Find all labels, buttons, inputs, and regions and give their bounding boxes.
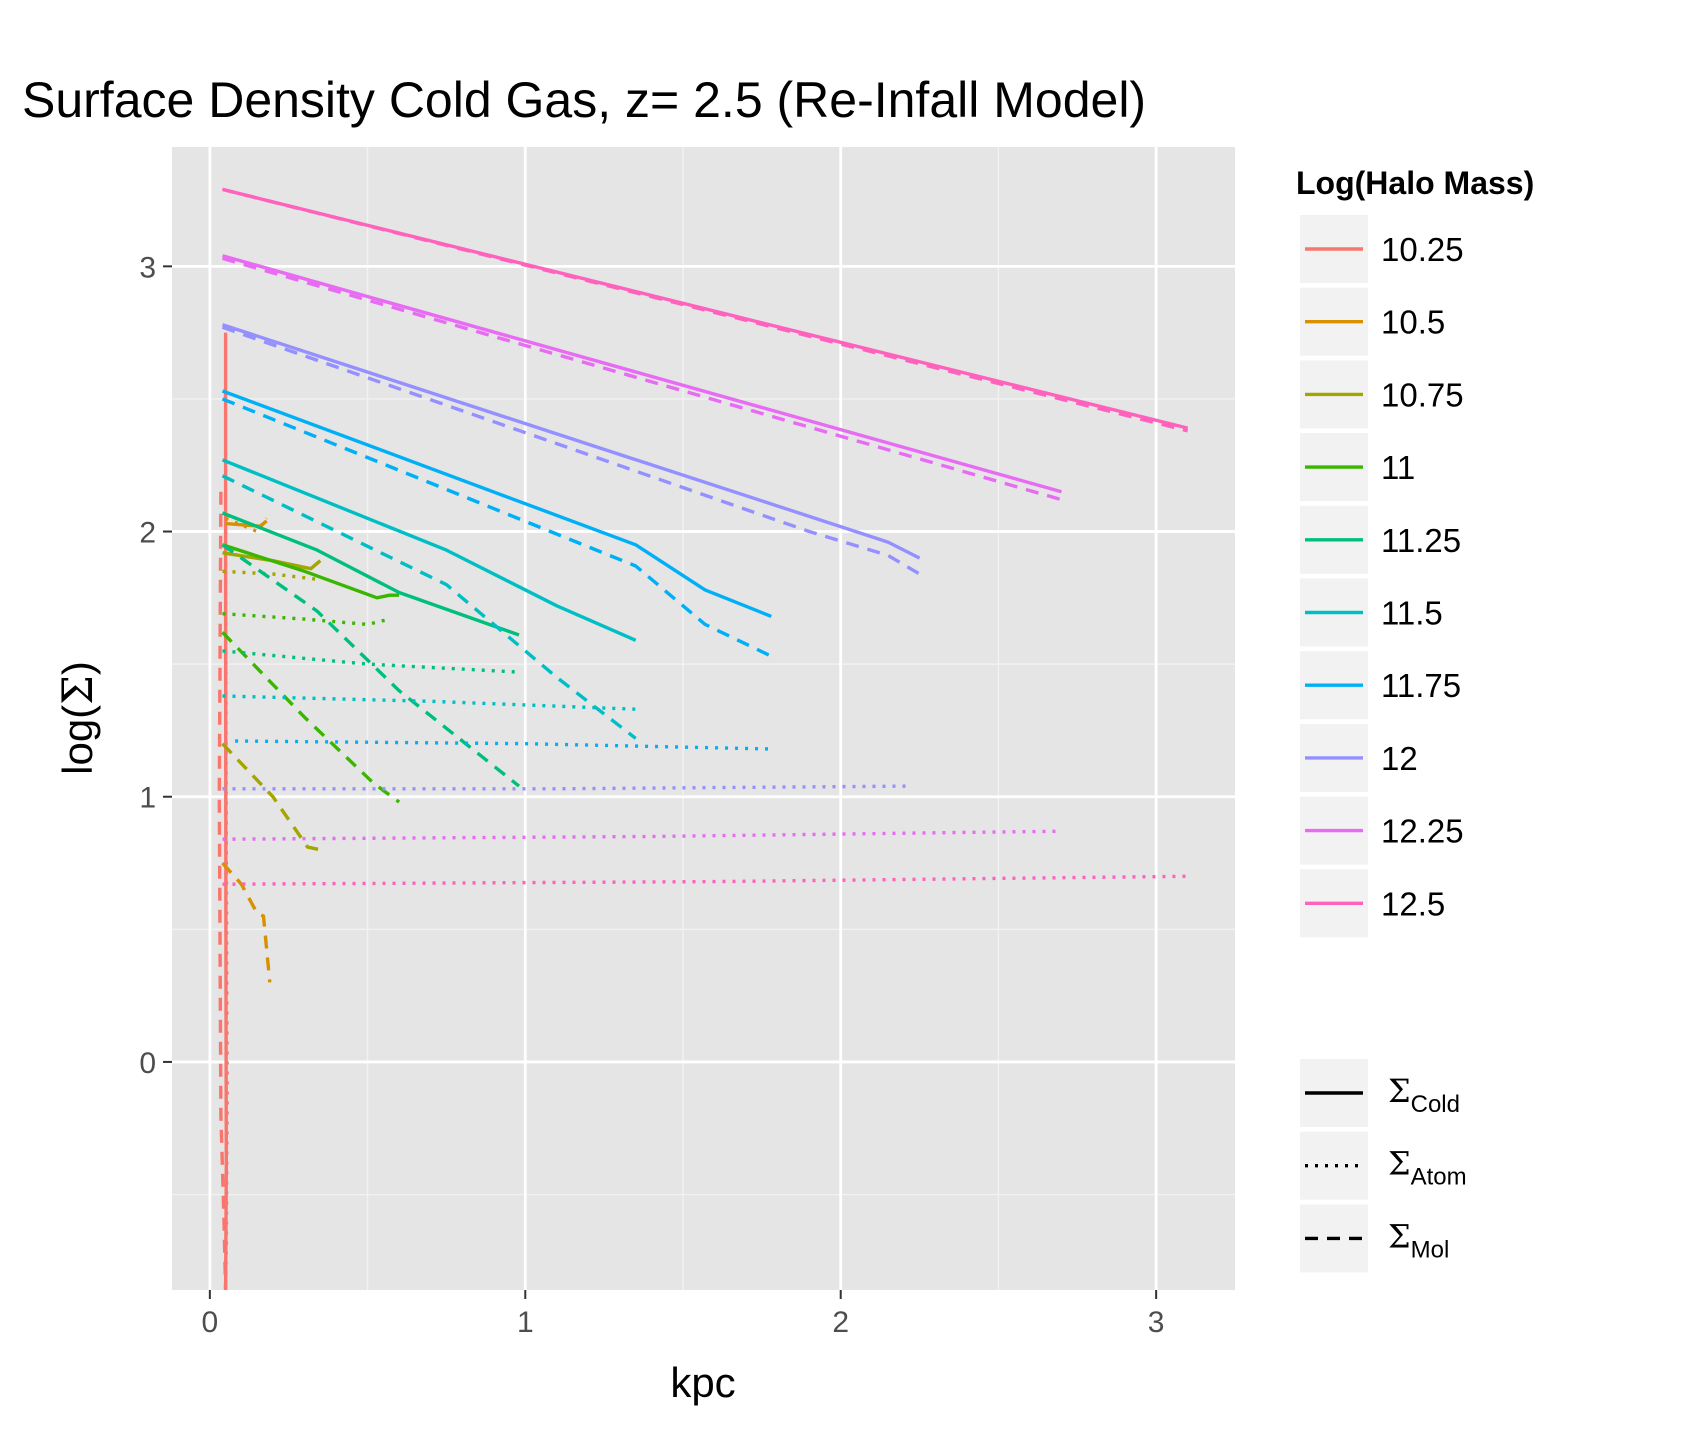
series-11 [221,543,401,804]
series-11.5 [221,458,637,740]
line-cold-11.5 [221,458,637,642]
legend-label: 10.5 [1381,304,1445,341]
line-atom-11 [222,612,390,627]
line-mol-12 [221,325,921,576]
x-tick-label: 1 [517,1306,534,1339]
legend-linetype-atom: ΣAtom [1300,1131,1467,1200]
legend-subscript: Mol [1411,1236,1450,1263]
legend-linetype-cold: ΣCold [1300,1059,1460,1127]
x-tick-label: 3 [1148,1306,1165,1339]
x-tick-label: 0 [202,1306,219,1339]
legend-label: 11 [1381,449,1415,486]
line-cold-12.5 [222,187,1189,430]
color-legend: Log(Halo Mass) 10.25 10.5 10.75 11 11.25 11.5… [1296,165,1534,938]
legend-label: 11.5 [1381,595,1443,632]
legend-subscript: Cold [1411,1091,1460,1118]
line-atom-10.75 [222,569,318,581]
legend-label: 12.25 [1381,813,1464,850]
line-cold-11 [221,543,400,600]
line-cold-12.25 [222,254,1062,494]
line-cold-11.25 [221,511,520,637]
legend-label: 12 [1381,740,1418,777]
series-12 [221,323,921,791]
legend-item-10.5: 10.5 [1300,287,1445,356]
legend-item-10.25: 10.25 [1300,215,1464,283]
x-axis: 0 1 2 3 [202,1290,1165,1339]
y-tick-label: 2 [139,517,156,550]
legend-item-10.75: 10.75 [1300,360,1464,429]
legend-sigma-symbol: Σ [1388,1072,1411,1110]
line-cold-12 [221,323,921,560]
line-cold-11.75 [221,389,772,618]
line-mol-11 [221,631,401,804]
legend-item-12.5: 12.5 [1300,869,1445,938]
legend-item-12: 12 [1300,723,1418,792]
x-tick-label: 2 [832,1306,849,1339]
color-legend-title: Log(Halo Mass) [1296,165,1534,201]
x-axis-title: kpc [670,1359,735,1406]
legend-sigma-symbol: Σ [1388,1145,1411,1183]
y-tick-label: 0 [139,1047,156,1080]
legend-label: 12.5 [1381,885,1445,922]
y-axis: 0 1 2 3 [139,251,172,1080]
line-atom-11.75 [235,739,772,751]
legend-sigma-symbol: Σ [1388,1217,1411,1255]
line-mol-11.5 [221,474,637,740]
legend-label: ΣMol [1388,1217,1449,1263]
legend-label: 11.25 [1381,522,1461,559]
series-11.25 [221,511,521,788]
legend-linetype-mol: ΣMol [1300,1204,1449,1273]
legend-item-11.25: 11.25 [1300,505,1461,574]
series-11.75 [221,389,773,751]
legend-label: 11.75 [1381,667,1461,704]
line-cold-10.75 [222,551,322,571]
y-tick-label: 3 [139,251,156,284]
legend-item-11.75: 11.75 [1300,651,1461,720]
legend-label: ΣCold [1388,1072,1460,1118]
line-cold-10.25 [223,332,229,1290]
chart-title: Surface Density Cold Gas, z= 2.5 (Re-Inf… [22,72,1146,128]
y-axis-title-suffix: ) [54,661,101,675]
line-atom-12 [222,784,911,791]
line-mol-12.25 [222,256,1062,502]
y-axis-title-prefix: log( [54,705,101,775]
series-10.25 [217,332,229,1290]
legend-item-12.25: 12.25 [1300,796,1464,865]
legend-item-11: 11 [1300,433,1415,502]
line-mol-10.5 [221,861,272,983]
legend-subscript: Atom [1411,1164,1467,1191]
line-atom-12.25 [222,829,1062,841]
line-mol-11.75 [221,397,773,658]
y-axis-title-symbol: Σ [53,675,102,705]
legend-item-11.5: 11.5 [1300,578,1443,647]
series-12.25 [222,254,1062,841]
y-tick-label: 1 [139,782,156,815]
line-atom-12.5 [222,874,1188,886]
series-12.5 [222,187,1189,886]
series-10.75 [221,551,322,852]
y-axis-title: log(Σ) [53,661,102,775]
legend-label: 10.25 [1381,231,1464,268]
legend-label: 10.75 [1381,376,1464,413]
plot-panel [172,147,1235,1290]
line-mol-10.75 [221,742,321,852]
legend-label: ΣAtom [1388,1145,1467,1191]
